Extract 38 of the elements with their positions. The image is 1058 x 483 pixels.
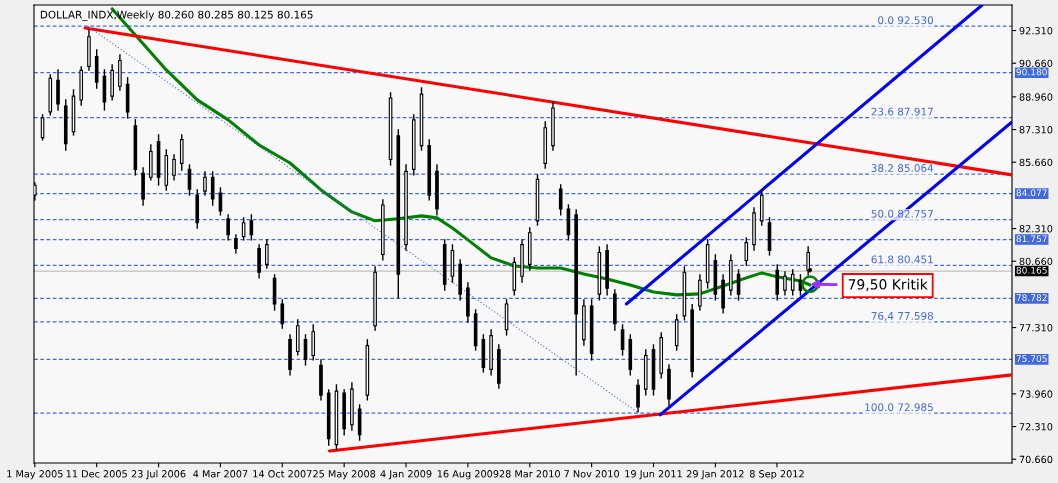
y-tick-label: 77.310 (1019, 324, 1053, 332)
ref-line-label: 50.0 82.757 (871, 209, 933, 218)
ref-line-label: 61.8 80.451 (871, 255, 933, 264)
y-tick-label: 70.660 (1019, 455, 1053, 464)
y-tick-label: 80.660 (1019, 257, 1053, 266)
ref-line-label: 84.077 (1016, 189, 1047, 197)
x-tick-label: 11 Dec 2005 (66, 470, 127, 478)
y-tick-label: 72.310 (1019, 423, 1053, 431)
ref-line-label: 0.0 92.530 (878, 16, 934, 25)
y-tick-label: 90.660 (1019, 59, 1053, 68)
x-tick-label: 8 Sep 2012 (749, 470, 804, 480)
ref-line-label: 90.180 (1016, 68, 1047, 76)
x-tick-label: 19 Jun 2011 (625, 470, 682, 480)
y-tick-label: 82.310 (1019, 225, 1053, 233)
x-tick-label: 7 Nov 2010 (564, 470, 620, 478)
y-tick-label: 73.960 (1019, 390, 1053, 398)
ref-line-label: 75.705 (1016, 355, 1047, 362)
x-tick-label: 28 Mar 2010 (499, 470, 560, 478)
ref-line-label: 100.0 72.985 (865, 403, 933, 412)
x-tick-label: 16 Aug 2009 (437, 470, 499, 480)
y-tick-label: 88.960 (1019, 93, 1053, 101)
ref-line-label: 81.757 (1016, 235, 1047, 243)
y-tick-label: 92.310 (1019, 27, 1053, 35)
y-tick-label: 85.660 (1019, 158, 1053, 167)
y-tick-label: 87.310 (1019, 126, 1053, 134)
annotation: 79,50 Kritik (848, 278, 928, 292)
x-tick-label: 23 Jul 2006 (131, 469, 186, 480)
x-tick-label: 1 May 2005 (7, 470, 63, 480)
ref-line-label: 76,4 77.598 (871, 311, 934, 321)
x-tick-label: 4 Jan 2009 (380, 470, 432, 480)
x-tick-label: 25 May 2008 (313, 470, 376, 480)
x-tick-label: 29 Jan 2012 (686, 470, 744, 480)
ref-line-label: 78.782 (1016, 294, 1047, 302)
ref-line-label: 80.165 (1016, 266, 1047, 274)
ref-line-label: 38.2 85.064 (871, 164, 934, 172)
ref-line-label: 23.6 87.917 (871, 107, 933, 116)
x-tick-label: 14 Oct 2007 (253, 470, 312, 478)
x-tick-label: 4 Mar 2007 (193, 470, 248, 478)
